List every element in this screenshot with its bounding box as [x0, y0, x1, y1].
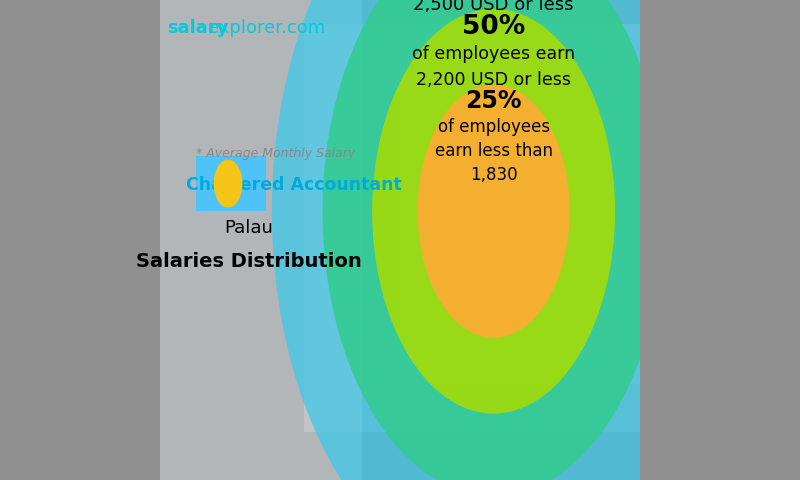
- Text: 25%: 25%: [466, 89, 522, 113]
- Text: * Average Monthly Salary: * Average Monthly Salary: [196, 147, 355, 160]
- Text: 2,500 USD or less: 2,500 USD or less: [414, 0, 574, 14]
- Text: Salaries Distribution: Salaries Distribution: [136, 252, 362, 271]
- Ellipse shape: [372, 9, 615, 414]
- Text: Chartered Accountant: Chartered Accountant: [186, 176, 402, 194]
- Bar: [160, 0, 362, 480]
- Text: explorer.com: explorer.com: [208, 19, 326, 37]
- FancyBboxPatch shape: [196, 156, 266, 211]
- Ellipse shape: [272, 0, 715, 480]
- Text: of employees: of employees: [438, 118, 550, 136]
- Text: 1,830: 1,830: [470, 166, 518, 184]
- Text: earn less than: earn less than: [434, 142, 553, 160]
- Bar: [400, 24, 640, 384]
- Ellipse shape: [322, 0, 665, 480]
- Ellipse shape: [418, 84, 570, 338]
- Bar: [304, 24, 640, 432]
- Ellipse shape: [214, 159, 242, 207]
- Text: 50%: 50%: [462, 13, 526, 40]
- Text: of employees earn: of employees earn: [412, 45, 575, 63]
- Text: 2,200 USD or less: 2,200 USD or less: [416, 71, 571, 89]
- Text: Palau: Palau: [224, 219, 274, 237]
- Text: salary: salary: [167, 19, 229, 37]
